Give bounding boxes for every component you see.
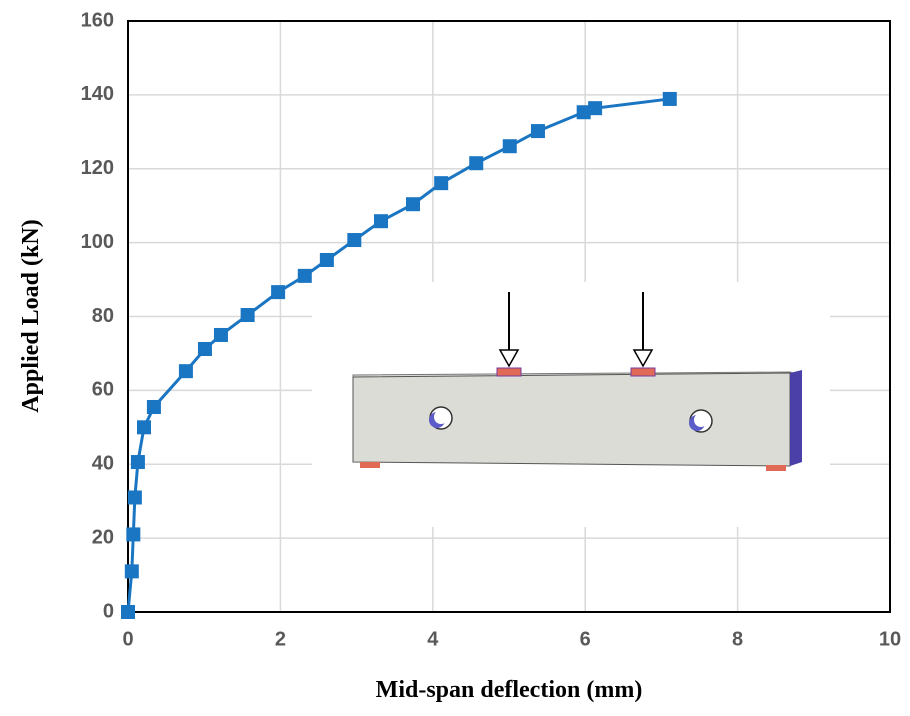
y-axis-title: Applied Load (kN) xyxy=(18,219,44,412)
x-tick-label: 2 xyxy=(275,628,286,650)
support xyxy=(766,465,786,471)
hole-inner-light xyxy=(694,413,708,427)
data-point xyxy=(530,124,545,139)
hole-inner-light xyxy=(434,410,448,424)
data-point xyxy=(434,176,449,191)
data-point xyxy=(126,527,141,542)
y-tick-label: 120 xyxy=(81,157,114,179)
arrow-head xyxy=(498,349,520,368)
y-tick-label: 0 xyxy=(103,600,114,622)
load-plate xyxy=(630,367,656,377)
data-point xyxy=(130,455,145,470)
data-point xyxy=(576,105,591,120)
x-tick-label: 8 xyxy=(732,628,743,650)
data-point xyxy=(213,327,228,342)
y-tick-label: 80 xyxy=(92,305,114,327)
y-tick-label: 60 xyxy=(92,379,114,401)
beam-end xyxy=(790,370,802,466)
data-point xyxy=(297,268,312,283)
x-tick-label: 6 xyxy=(580,628,591,650)
y-tick-label: 140 xyxy=(81,83,114,105)
y-tick-label: 20 xyxy=(92,526,114,548)
data-point xyxy=(240,308,255,323)
x-axis-title: Mid-span deflection (mm) xyxy=(376,677,643,703)
y-tick-label: 40 xyxy=(92,453,114,475)
x-tick-label: 0 xyxy=(122,628,133,650)
data-point xyxy=(319,252,334,267)
data-point xyxy=(405,197,420,212)
data-point xyxy=(469,156,484,171)
data-point xyxy=(502,139,517,154)
data-point xyxy=(178,364,193,379)
data-point xyxy=(197,342,212,357)
load-plate xyxy=(496,367,522,377)
data-point xyxy=(124,564,139,579)
x-tick-label: 4 xyxy=(427,628,439,650)
plot-frame xyxy=(127,20,891,613)
y-tick-label: 100 xyxy=(81,231,114,253)
data-point xyxy=(588,101,603,116)
data-point xyxy=(271,285,286,300)
data-point xyxy=(662,91,677,106)
data-point xyxy=(121,605,135,619)
data-point xyxy=(373,214,388,229)
support xyxy=(360,462,380,468)
beam-inset xyxy=(312,282,830,527)
data-point xyxy=(137,420,152,435)
data-point xyxy=(146,399,161,414)
arrow-head xyxy=(632,349,654,368)
y-tick-label: 160 xyxy=(81,9,114,31)
x-tick-label: 10 xyxy=(879,628,901,650)
data-point xyxy=(127,490,142,505)
data-point xyxy=(347,233,362,248)
beam-face xyxy=(352,372,791,467)
